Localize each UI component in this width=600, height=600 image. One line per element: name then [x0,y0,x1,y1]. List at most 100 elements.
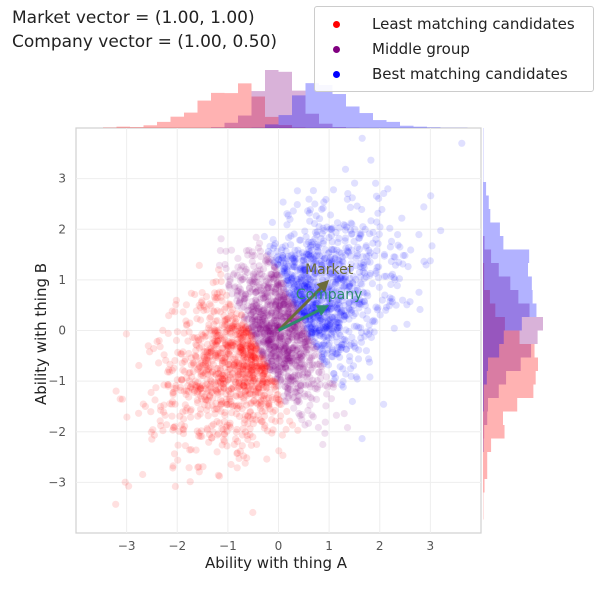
scatter-point [206,326,214,334]
scatter-point [208,368,216,376]
scatter-point [244,322,252,330]
scatter-point [313,377,321,385]
vector-arrow-market [277,287,322,332]
scatter-point [215,261,224,269]
scatter-point [287,273,295,281]
scatter-point [283,295,291,303]
scatter-point [274,345,282,354]
scatter-point [274,321,282,329]
scatter-point [252,389,260,397]
scatter-point [321,429,329,437]
scatter-point [214,331,222,339]
scatter-point [282,364,290,372]
scatter-point [255,385,263,393]
scatter-point [210,327,218,335]
scatter-point [239,351,247,359]
scatter-point [280,293,288,301]
vector-arrow-company [277,309,320,332]
scatter-point [308,265,316,273]
scatter-point [298,411,306,419]
scatter-point [248,315,256,324]
legend-item-middle: Middle group [333,38,470,60]
scatter-point [173,376,181,384]
scatter-point [326,319,334,327]
scatter-point [395,258,403,266]
scatter-point [308,299,317,307]
scatter-point [274,261,283,269]
scatter-point [273,296,281,304]
scatter-point [235,324,244,332]
scatter-point [307,243,315,251]
scatter-point [239,366,247,374]
scatter-point [293,323,301,331]
scatter-point [275,306,283,314]
scatter-point [254,287,262,295]
scatter-point [262,258,270,266]
scatter-point [291,290,299,298]
scatter-point [380,252,388,260]
scatter-point [306,206,314,214]
scatter-point [275,400,284,408]
scatter-point [338,249,346,257]
scatter-point [348,279,357,287]
scatter-point [226,351,234,359]
scatter-point [284,262,292,270]
scatter-point [229,383,237,391]
scatter-point [316,295,324,303]
scatter-point [254,411,262,419]
scatter-point [372,269,380,277]
scatter-point [341,275,350,283]
histogram-bar-right [483,411,503,425]
right-marginal-histogram [483,128,543,520]
scatter-point [256,402,264,410]
scatter-point [239,354,247,362]
scatter-point [297,382,305,390]
scatter-point [260,304,268,312]
scatter-point [275,286,283,295]
scatter-point [190,359,198,367]
scatter-point [312,325,320,333]
scatter-point [287,252,295,260]
vector-arrowhead-market [316,279,330,293]
scatter-point [294,344,302,352]
scatter-point [253,367,261,375]
scatter-point [202,293,211,301]
scatter-point [372,267,380,275]
scatter-point [277,258,285,266]
scatter-point [290,387,298,395]
scatter-point [171,308,179,316]
scatter-point [194,383,202,391]
scatter-point [268,287,276,295]
scatter-point [183,320,191,328]
scatter-point [272,337,280,345]
scatter-point [267,330,275,338]
scatter-point [345,298,353,306]
scatter-point [276,377,285,385]
scatter-point [251,334,259,342]
scatter-point [290,344,298,352]
scatter-point [188,380,196,388]
scatter-point [259,366,267,374]
scatter-point [336,353,344,361]
scatter-point [333,318,341,326]
scatter-point [248,326,256,334]
scatter-point [251,331,259,339]
scatter-point [266,338,274,346]
scatter-point [366,269,374,278]
scatter-point [214,385,222,393]
scatter-point [340,301,348,309]
scatter-point [216,377,224,386]
scatter-point [228,324,236,332]
scatter-point [275,396,283,404]
scatter-point [337,308,345,316]
scatter-point [251,356,259,364]
scatter-point [238,276,246,284]
scatter-point [263,427,272,435]
scatter-point [268,283,276,292]
scatter-point [335,330,343,338]
scatter-point [308,329,316,337]
scatter-point [245,324,253,333]
scatter-point [226,365,234,373]
scatter-point [307,328,315,336]
scatter-point [306,356,314,364]
